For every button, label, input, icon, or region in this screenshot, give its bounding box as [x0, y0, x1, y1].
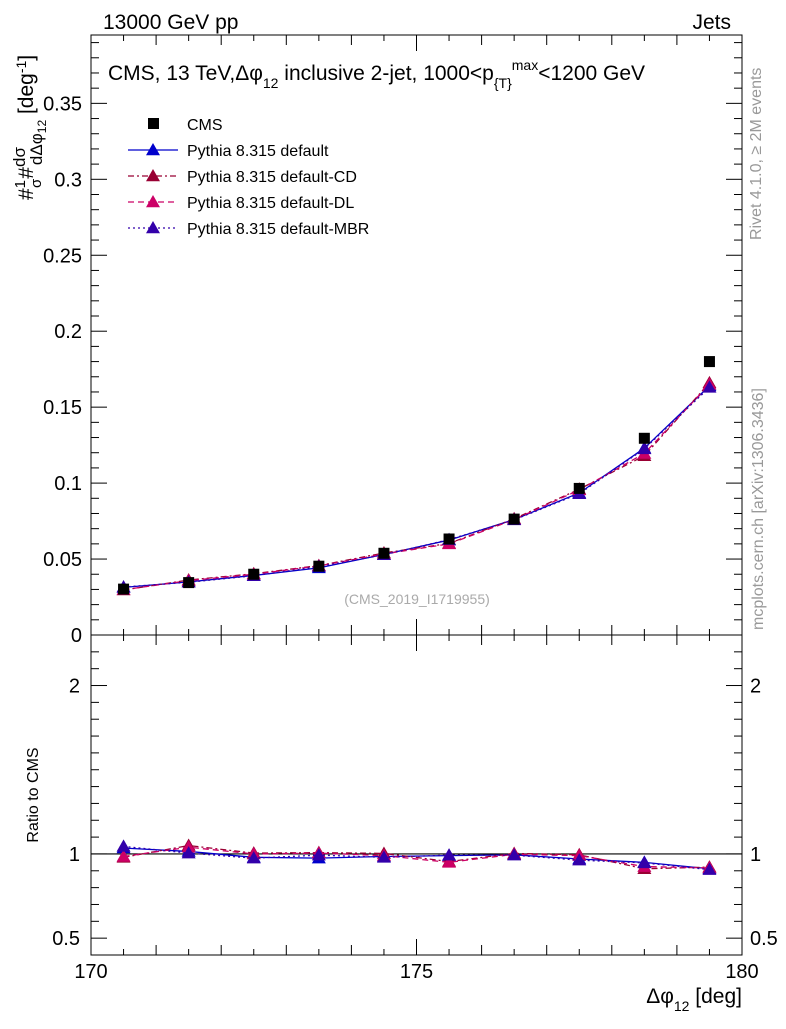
legend-marker-mbr — [146, 221, 160, 234]
ratio-line-dl — [123, 846, 710, 869]
ratio-line-cd — [123, 844, 710, 870]
ratio-y-tick-label-right: 2 — [750, 676, 761, 698]
ratio-panel: 0.5 0.5 1 1 2 2 Ratio to CMS — [25, 634, 778, 956]
y-tick-label: 0.1 — [54, 473, 82, 495]
marker-data — [508, 513, 520, 525]
ratio-marker-mbr — [181, 846, 196, 859]
x-tick-label: 175 — [400, 961, 433, 983]
ratio-y-tick-label-right: 0.5 — [750, 928, 778, 950]
ratio-y-tick-label-right: 1 — [750, 844, 761, 866]
x-axis-label: Δφ12 [deg] — [646, 985, 742, 1014]
marker-data — [703, 356, 715, 368]
ratio-marker-mbr — [376, 850, 391, 863]
marker-data — [248, 568, 260, 580]
ratio-marker-dl — [116, 849, 131, 862]
ratio-y-tick-label: 1 — [69, 844, 80, 866]
series-line-cd — [123, 382, 710, 591]
x-tick-label: 170 — [74, 961, 107, 983]
ratio-marker-mbr — [702, 862, 717, 875]
marker-data — [378, 547, 390, 559]
legend-marker-data — [148, 118, 159, 129]
series-line-default — [123, 385, 710, 589]
plot-title: CMS, 13 TeV,Δφ12 inclusive 2-jet, 1000<p… — [108, 57, 645, 91]
x-ticklabels: 170 175 180 — [74, 961, 758, 983]
rivet-label: Rivet 4.1.0, ≥ 2M events — [748, 68, 765, 240]
ratio-y-tick-label: 2 — [69, 676, 80, 698]
watermark: (CMS_2019_I1719955) — [344, 591, 490, 607]
ratio-ticks: 0.5 0.5 1 1 2 2 — [52, 635, 778, 955]
ratio-marker-mbr — [311, 848, 326, 861]
ratio-marker-dl — [442, 855, 457, 868]
mcplots-label: mcplots.cern.ch [arXiv:1306.3436] — [750, 388, 767, 630]
y-tick-label: 0.2 — [54, 321, 82, 343]
ratio-series — [91, 838, 742, 875]
x-tick-label: 180 — [725, 961, 758, 983]
ratio-ylabel: Ratio to CMS — [25, 747, 42, 842]
y-tick-label: 0.3 — [54, 169, 82, 191]
y-tick-label: 0.35 — [43, 93, 82, 115]
ratio-marker-mbr — [572, 853, 587, 866]
legend-label: Pythia 8.315 default — [187, 143, 329, 160]
main-series — [116, 356, 717, 596]
ratio-marker-mbr — [442, 848, 457, 861]
legend-label: Pythia 8.315 default-DL — [187, 195, 354, 212]
header-left: 13000 GeV pp — [103, 11, 238, 34]
y-tick-label: 0.15 — [43, 397, 82, 419]
ratio-y-tick-label: 0.5 — [52, 928, 80, 950]
y-tick-label: 0.25 — [43, 245, 82, 267]
ratio-frame — [90, 634, 743, 956]
ratio-marker-mbr — [637, 855, 652, 869]
main-ylabel: #1σ#dσdΔφ12 [deg-1] — [10, 55, 49, 200]
legend: CMS Pythia 8.315 default Pythia 8.315 defa… — [128, 117, 369, 238]
legend-marker-cd — [146, 169, 160, 182]
series-line-mbr — [123, 386, 710, 588]
legend-marker-default — [146, 143, 160, 156]
y-tick-label: 0 — [71, 625, 82, 647]
legend-marker-dl — [146, 195, 160, 208]
marker-data — [638, 432, 650, 444]
marker-data — [183, 577, 195, 589]
marker-data — [443, 533, 455, 545]
main-ticks: 0 0.05 0.1 0.15 0.2 0.25 0.3 0.35 — [43, 35, 743, 647]
marker-mbr — [702, 380, 717, 393]
y-tick-label: 0.05 — [43, 549, 82, 571]
series-line-dl — [123, 383, 710, 591]
ratio-marker-mbr — [116, 839, 131, 852]
svg-text:#1σ#dσdΔφ12 [deg-1]: #1σ#dσdΔφ12 [deg-1] — [10, 55, 49, 200]
marker-mbr — [637, 441, 652, 455]
ratio-marker-mbr — [246, 851, 261, 864]
legend-label: Pythia 8.315 default-MBR — [187, 221, 369, 238]
legend-label: CMS — [187, 117, 223, 134]
legend-label: Pythia 8.315 default-CD — [187, 169, 357, 186]
ratio-marker-mbr — [507, 848, 522, 861]
marker-data — [573, 482, 585, 494]
main-panel: 0 0.05 0.1 0.15 0.2 0.25 0.3 0.35 CMS, 13 TeV,Δ… — [10, 34, 743, 647]
header-right: Jets — [692, 11, 731, 34]
marker-data — [313, 560, 325, 572]
marker-data — [118, 583, 130, 595]
